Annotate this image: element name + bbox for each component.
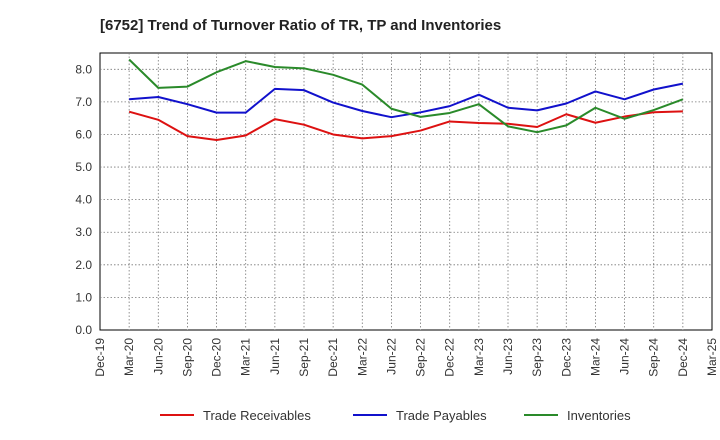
x-tick-label: Mar-21 (239, 338, 253, 376)
y-tick-label: 5.0 (75, 160, 92, 174)
x-tick-label: Sep-22 (414, 338, 428, 377)
x-tick-label: Jun-20 (151, 338, 165, 375)
x-tick-label: Dec-23 (559, 338, 573, 377)
x-tick-label: Mar-22 (355, 338, 369, 376)
y-tick-label: 7.0 (75, 95, 92, 109)
x-tick-label: Jun-22 (384, 338, 398, 375)
y-tick-label: 3.0 (75, 225, 92, 239)
series-line-trade-receivables (128, 110, 683, 142)
y-tick-label: 6.0 (75, 127, 92, 141)
y-tick-label: 4.0 (75, 193, 92, 207)
x-tick-label: Sep-24 (647, 338, 661, 377)
x-axis: Dec-19 Mar-20 Jun-20 Sep-20 Dec-20 Mar-21 Jun-… (93, 338, 719, 377)
x-tick-label: Mar-20 (122, 338, 136, 376)
series-line-trade-payables (129, 82, 684, 119)
series-line-inventories (128, 58, 684, 134)
x-tick-label: Jun-23 (501, 338, 515, 375)
x-tick-label: Mar-25 (705, 338, 719, 376)
y-tick-label: 8.0 (75, 62, 92, 76)
y-tick-label: 0.0 (75, 323, 92, 337)
y-tick-label: 2.0 (75, 258, 92, 272)
x-tick-label: Sep-23 (530, 338, 544, 377)
x-tick-label: Dec-24 (676, 338, 690, 377)
x-tick-label: Sep-20 (180, 338, 194, 377)
y-axis: 0.0 1.0 2.0 3.0 4.0 5.0 6.0 7.0 8.0 (75, 62, 92, 337)
x-tick-label: Dec-20 (210, 338, 224, 377)
legend: Trade Receivables Trade Payables Inventori… (160, 408, 631, 423)
x-tick-label: Sep-21 (297, 338, 311, 377)
x-tick-label: Jun-21 (268, 338, 282, 375)
chart-title: [6752] Trend of Turnover Ratio of TR, TP… (100, 17, 501, 34)
plot-frame (99, 52, 713, 331)
x-tick-label: Dec-22 (443, 338, 457, 377)
legend-label: Trade Payables (396, 408, 487, 423)
x-tick-label: Dec-19 (93, 338, 107, 377)
y-tick-label: 1.0 (75, 290, 92, 304)
x-tick-label: Dec-21 (326, 338, 340, 377)
legend-label: Inventories (567, 408, 631, 423)
x-tick-label: Mar-23 (472, 338, 486, 376)
legend-label: Trade Receivables (203, 408, 311, 423)
x-tick-label: Jun-24 (618, 338, 632, 375)
x-tick-label: Mar-24 (588, 338, 602, 376)
series-layer (128, 58, 684, 142)
plot-area (99, 52, 713, 331)
